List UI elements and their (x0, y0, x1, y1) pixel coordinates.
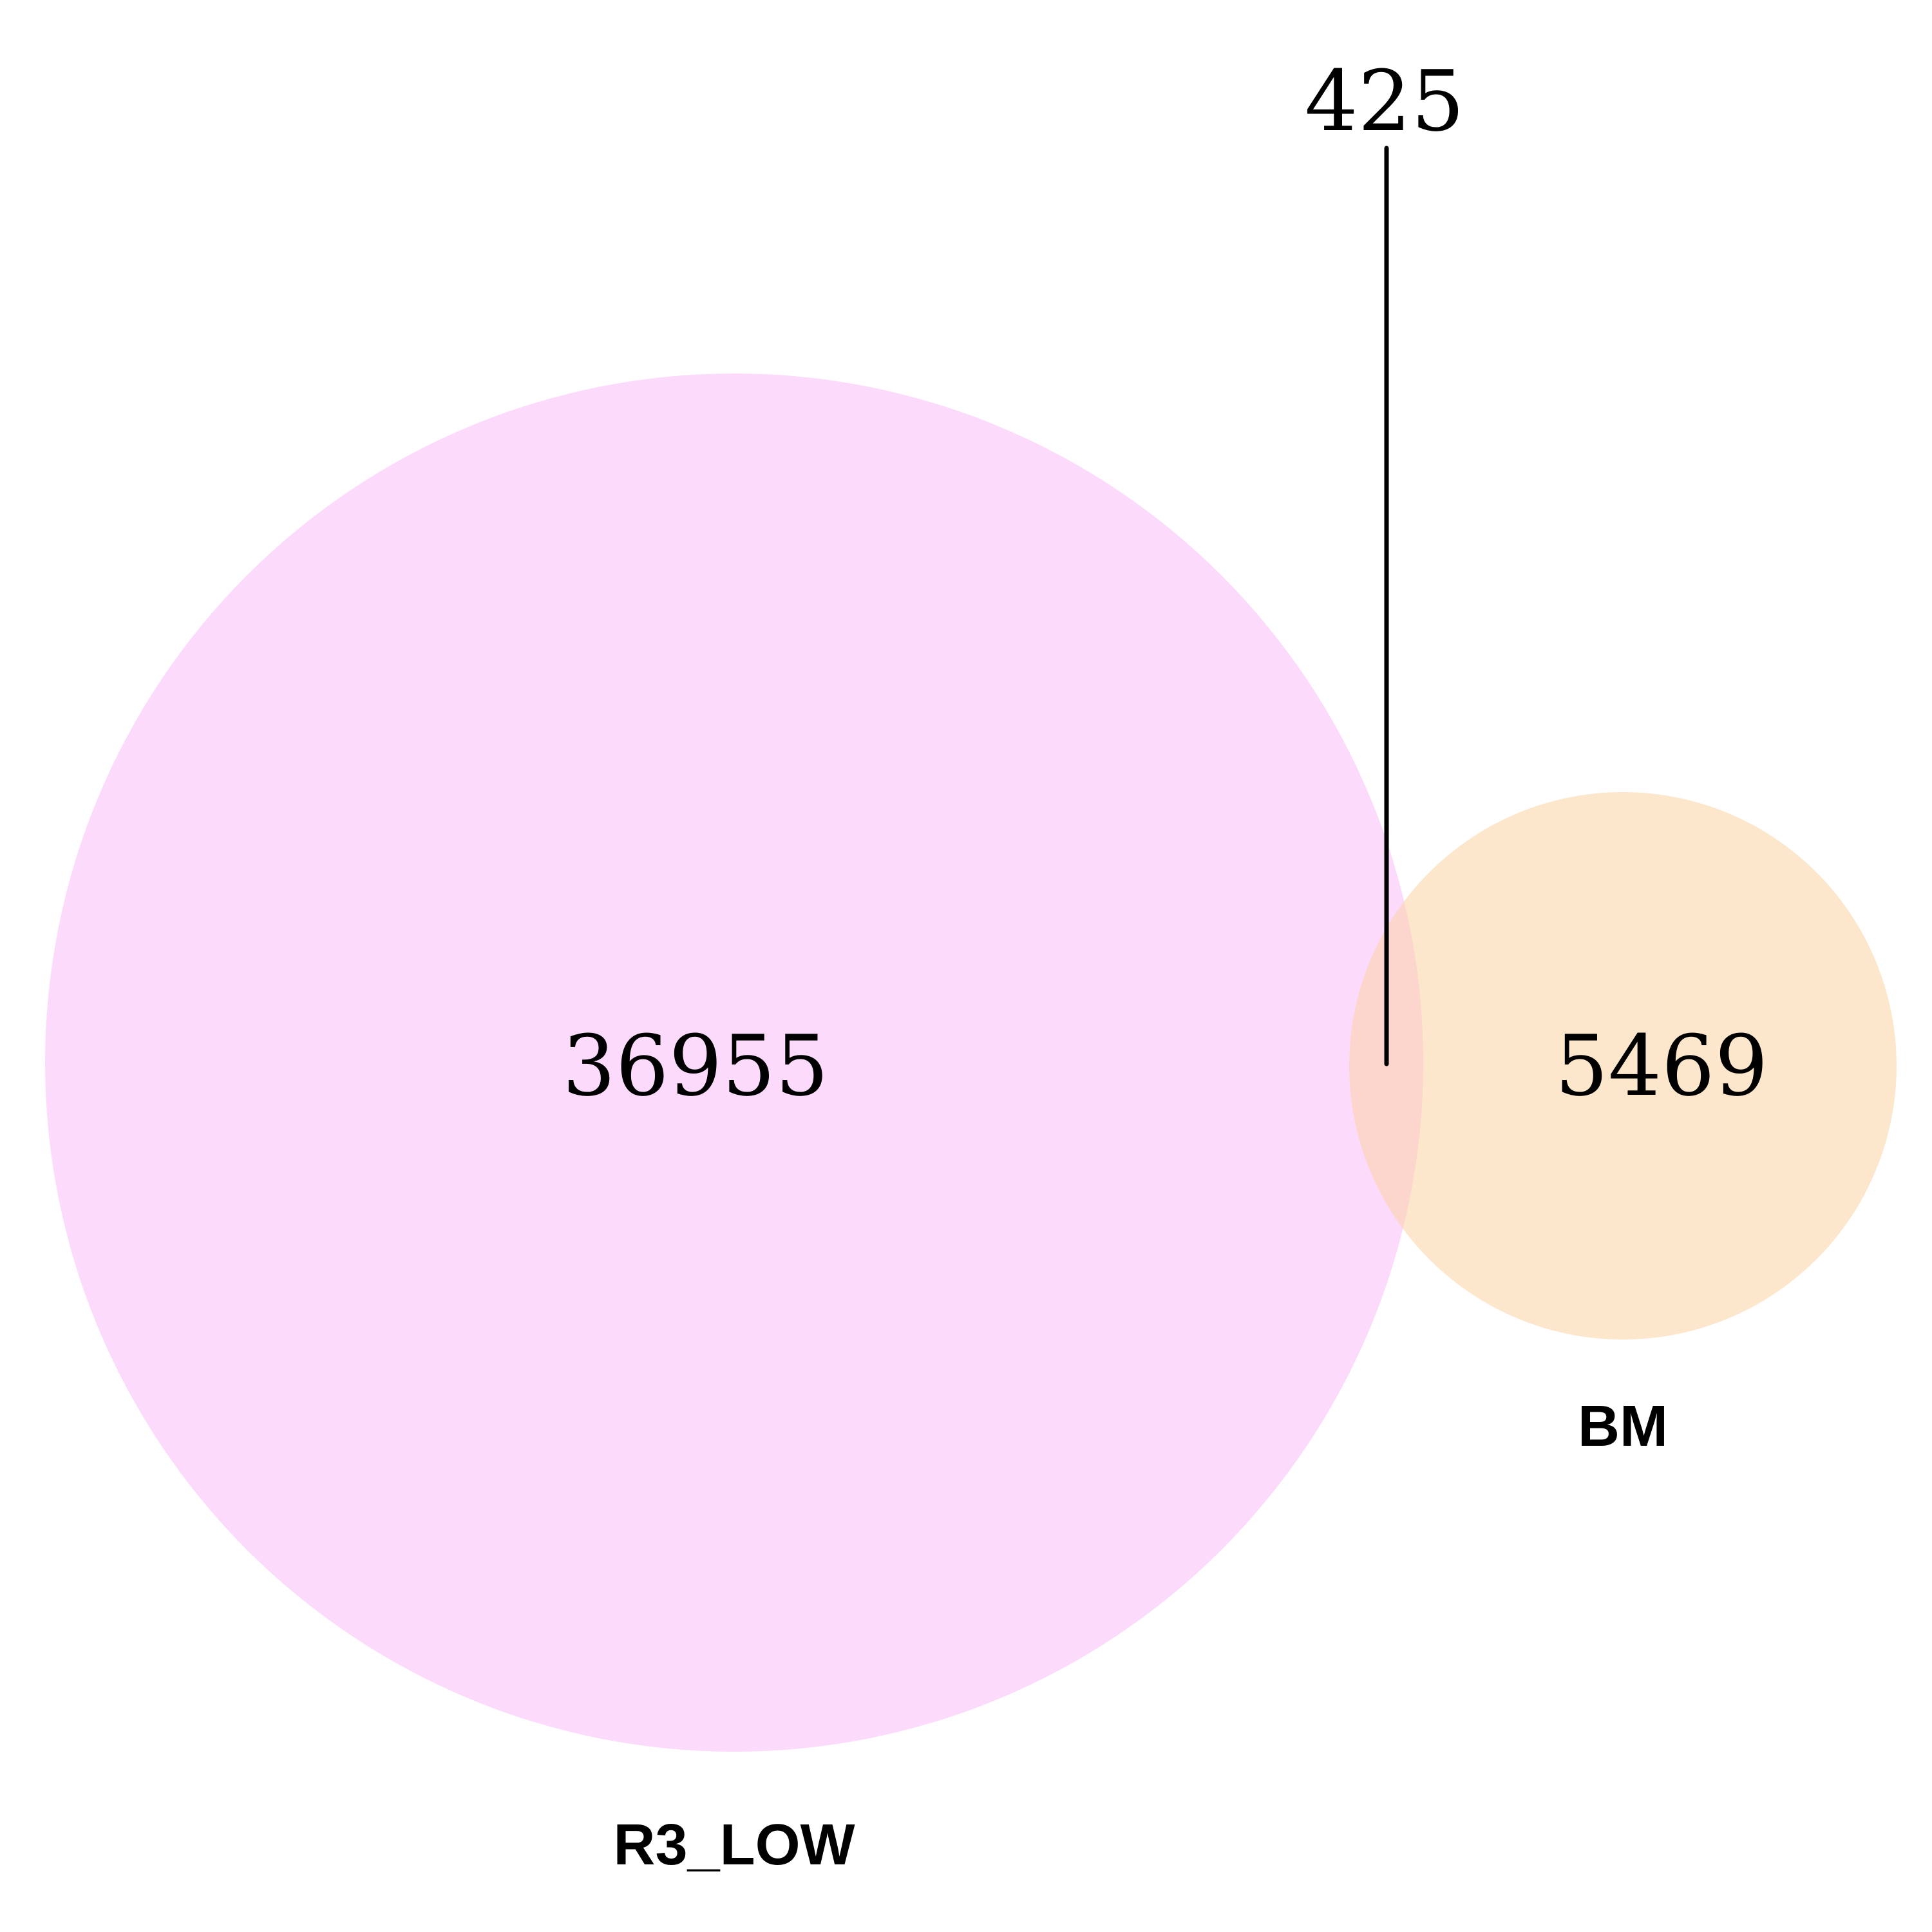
set-circle-r3-low (45, 374, 1423, 1752)
intersection-count-label: 425 (1305, 52, 1464, 150)
set-circle-bm (1349, 792, 1897, 1340)
bm-only-count-label: 5469 (1555, 1017, 1768, 1115)
bm-set-label: BM (1578, 1394, 1668, 1459)
r3-low-set-label: R3_LOW (613, 1813, 855, 1877)
r3-low-only-count-label: 36955 (562, 1017, 829, 1115)
